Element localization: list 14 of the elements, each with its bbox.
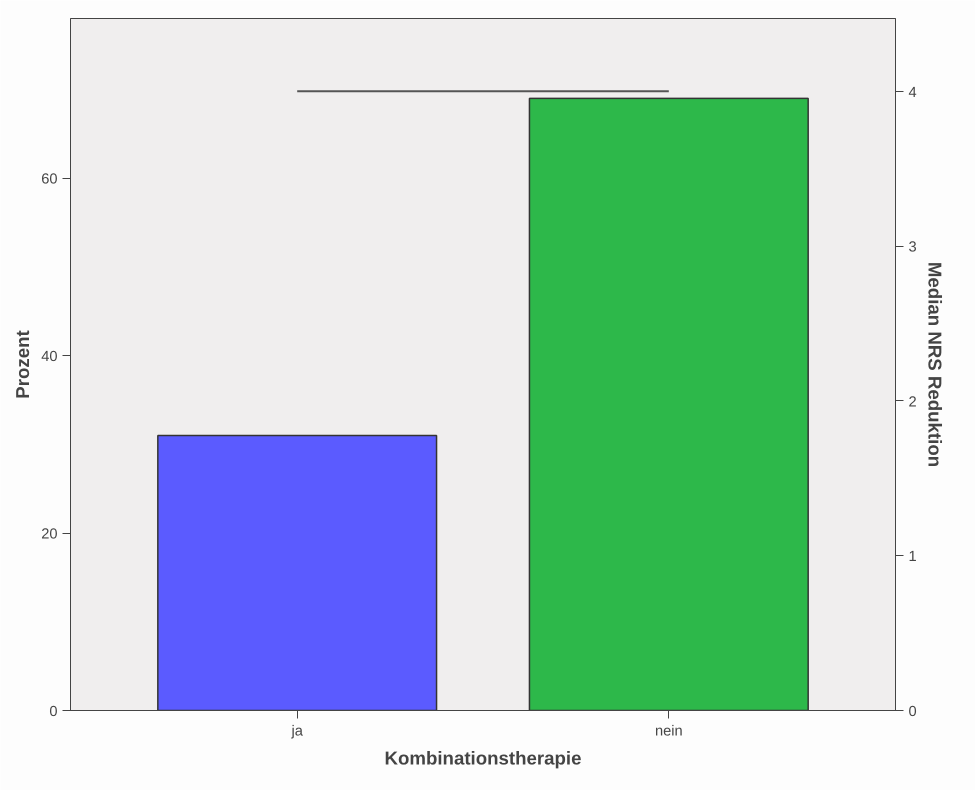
y2-tick-label: 4 [908,84,917,101]
x-tick-label: ja [290,724,304,740]
y-tick-label: 0 [49,704,58,720]
y-axis-title: Prozent [12,330,34,399]
y-tick-label: 40 [41,349,58,366]
y-tick-label: 60 [41,172,58,188]
y2-tick-label: 0 [908,704,917,720]
x-axis-title: Kombinationstherapie [384,748,582,768]
y2-axis-title: Median NRS Reduktion [924,262,946,468]
y2-tick-label: 2 [908,394,917,410]
y-tick-label: 20 [41,526,58,543]
x-tick-label: nein [654,724,683,740]
y2-tick-label: 1 [908,549,917,566]
y2-tick-label: 3 [908,240,917,256]
